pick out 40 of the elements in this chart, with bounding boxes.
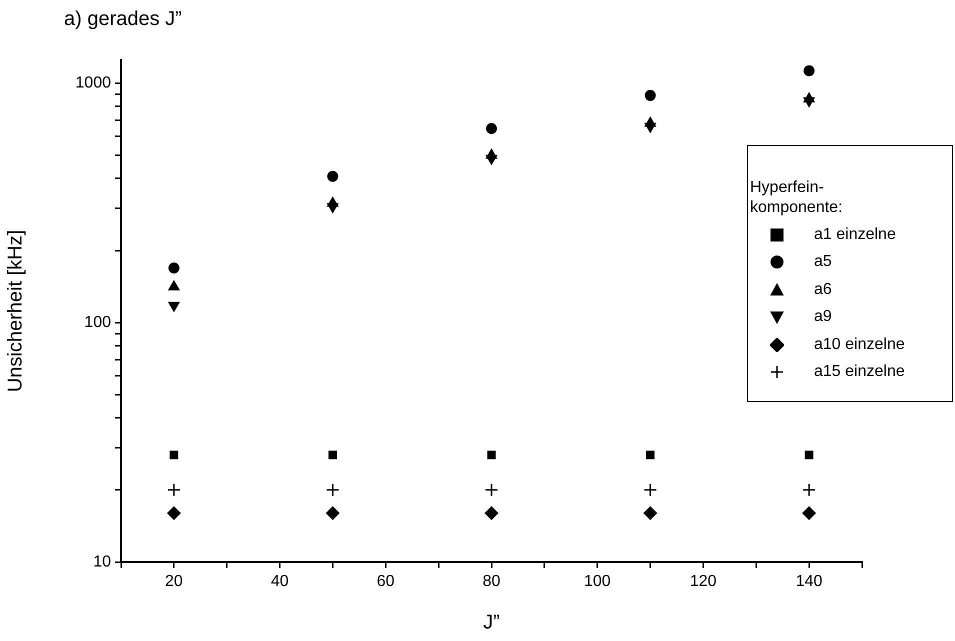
y-tick-label: 1000 [75, 74, 112, 92]
x-tick-label: 140 [796, 573, 823, 590]
point [802, 483, 816, 497]
point [170, 450, 178, 460]
y-axis-title: Unsicherheit [kHz] [4, 230, 27, 392]
x-tick-label: 120 [690, 573, 717, 590]
x-axis-title: J” [483, 612, 500, 634]
x-tick-label: 80 [482, 573, 500, 590]
x-tick-label: 60 [376, 573, 395, 590]
point [486, 122, 497, 134]
point [643, 506, 658, 520]
legend-label: a1 einzelne [814, 226, 896, 244]
legend-label: a10 einzelne [814, 336, 905, 354]
x-tick-label: 100 [584, 573, 611, 590]
x-tick-label: 40 [270, 573, 289, 590]
x-tick-label: 20 [165, 573, 183, 590]
point [326, 506, 340, 520]
point [646, 450, 655, 460]
point [484, 506, 498, 520]
point [167, 483, 181, 497]
point [327, 170, 338, 182]
y-tick-label: 100 [84, 314, 112, 332]
point [802, 506, 816, 520]
point [168, 262, 180, 274]
y-tick-label: 10 [93, 553, 112, 570]
chart-title: a) gerades J” [64, 8, 182, 31]
point [166, 506, 181, 520]
legend-label: a9 [814, 308, 832, 326]
legend-label: a6 [814, 280, 832, 299]
legend-label: a5 [814, 253, 832, 272]
point [326, 483, 340, 497]
point [804, 450, 814, 460]
point [328, 450, 337, 460]
point [644, 483, 658, 497]
legend-label: a15 einzelne [814, 363, 905, 382]
legend-title: Hyperfein- komponente: [750, 178, 844, 218]
point [644, 90, 656, 101]
point [804, 65, 815, 76]
point [484, 483, 498, 497]
point [487, 450, 496, 460]
